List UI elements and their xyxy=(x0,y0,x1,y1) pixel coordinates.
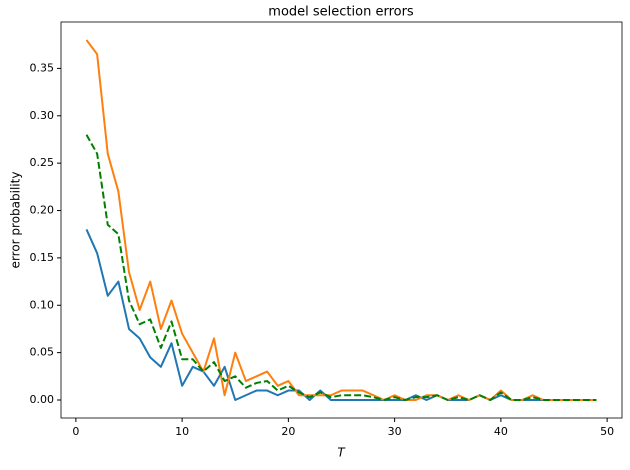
y-tick-label: 0.00 xyxy=(30,393,55,406)
y-axis-label: error probability xyxy=(9,172,23,269)
x-axis-label: T xyxy=(337,446,346,460)
y-tick-label: 0.25 xyxy=(30,156,55,169)
y-tick-label: 0.35 xyxy=(30,61,55,74)
plot-frame xyxy=(60,21,623,419)
line-series xyxy=(85,39,597,401)
y-tick-label: 0.20 xyxy=(30,204,55,217)
x-tick-label: 50 xyxy=(600,425,614,438)
x-tick-label: 10 xyxy=(175,425,189,438)
line-series xyxy=(85,229,597,401)
x-tick-label: 30 xyxy=(388,425,402,438)
y-tick-label: 0.30 xyxy=(30,109,55,122)
x-tick-label: 0 xyxy=(72,425,79,438)
x-tick-label: 40 xyxy=(494,425,508,438)
y-tick-label: 0.05 xyxy=(30,346,55,359)
y-tick-label: 0.15 xyxy=(30,251,55,264)
line-series xyxy=(85,134,597,401)
x-tick-label: 20 xyxy=(281,425,295,438)
y-tick-label: 0.10 xyxy=(30,298,55,311)
chart-title: model selection errors xyxy=(268,5,414,20)
